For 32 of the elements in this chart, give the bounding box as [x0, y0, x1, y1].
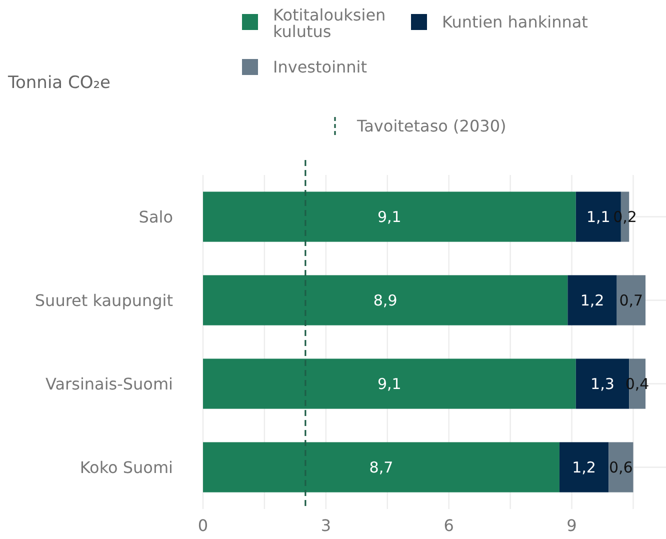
x-tick-label: 6 [444, 516, 454, 535]
data-label: 8,7 [369, 458, 394, 476]
data-label: 0,7 [619, 292, 644, 310]
data-label: 1,2 [580, 292, 604, 310]
x-tick-label: 9 [566, 516, 577, 535]
bar [559, 442, 609, 492]
legend-label: Kotitalouksien kulutus [273, 5, 386, 42]
x-tick-label: 3 [320, 516, 332, 535]
bar [203, 358, 576, 409]
data-label: 9,1 [378, 208, 402, 226]
y-tick-label: Koko Suomi [80, 458, 173, 477]
data-label: 1,3 [590, 375, 614, 393]
legend-label: Kuntien hankinnat [442, 12, 588, 32]
bar [203, 275, 568, 326]
y-tick-label: Salo [138, 207, 173, 226]
bar [616, 275, 646, 326]
bar [608, 442, 634, 492]
bar [203, 192, 576, 242]
y-tick-label: Suuret kaupungit [34, 290, 173, 310]
data-label: 8,9 [373, 292, 398, 310]
legend-label: Tavoitetaso (2030) [356, 116, 506, 136]
y-axis-title: Tonnia CO₂e [7, 73, 111, 93]
data-label: 1,2 [572, 458, 596, 476]
legend-label: Investoinnit [273, 58, 368, 77]
data-label: 0,2 [613, 208, 637, 226]
bar [568, 275, 617, 326]
data-label: 9,1 [378, 375, 402, 393]
data-label: 0,6 [609, 458, 633, 476]
data-label: 1,1 [586, 208, 610, 226]
y-tick-label: Varsinais-Suomi [46, 374, 173, 394]
bar [203, 442, 560, 492]
x-tick-label: 0 [198, 516, 208, 535]
